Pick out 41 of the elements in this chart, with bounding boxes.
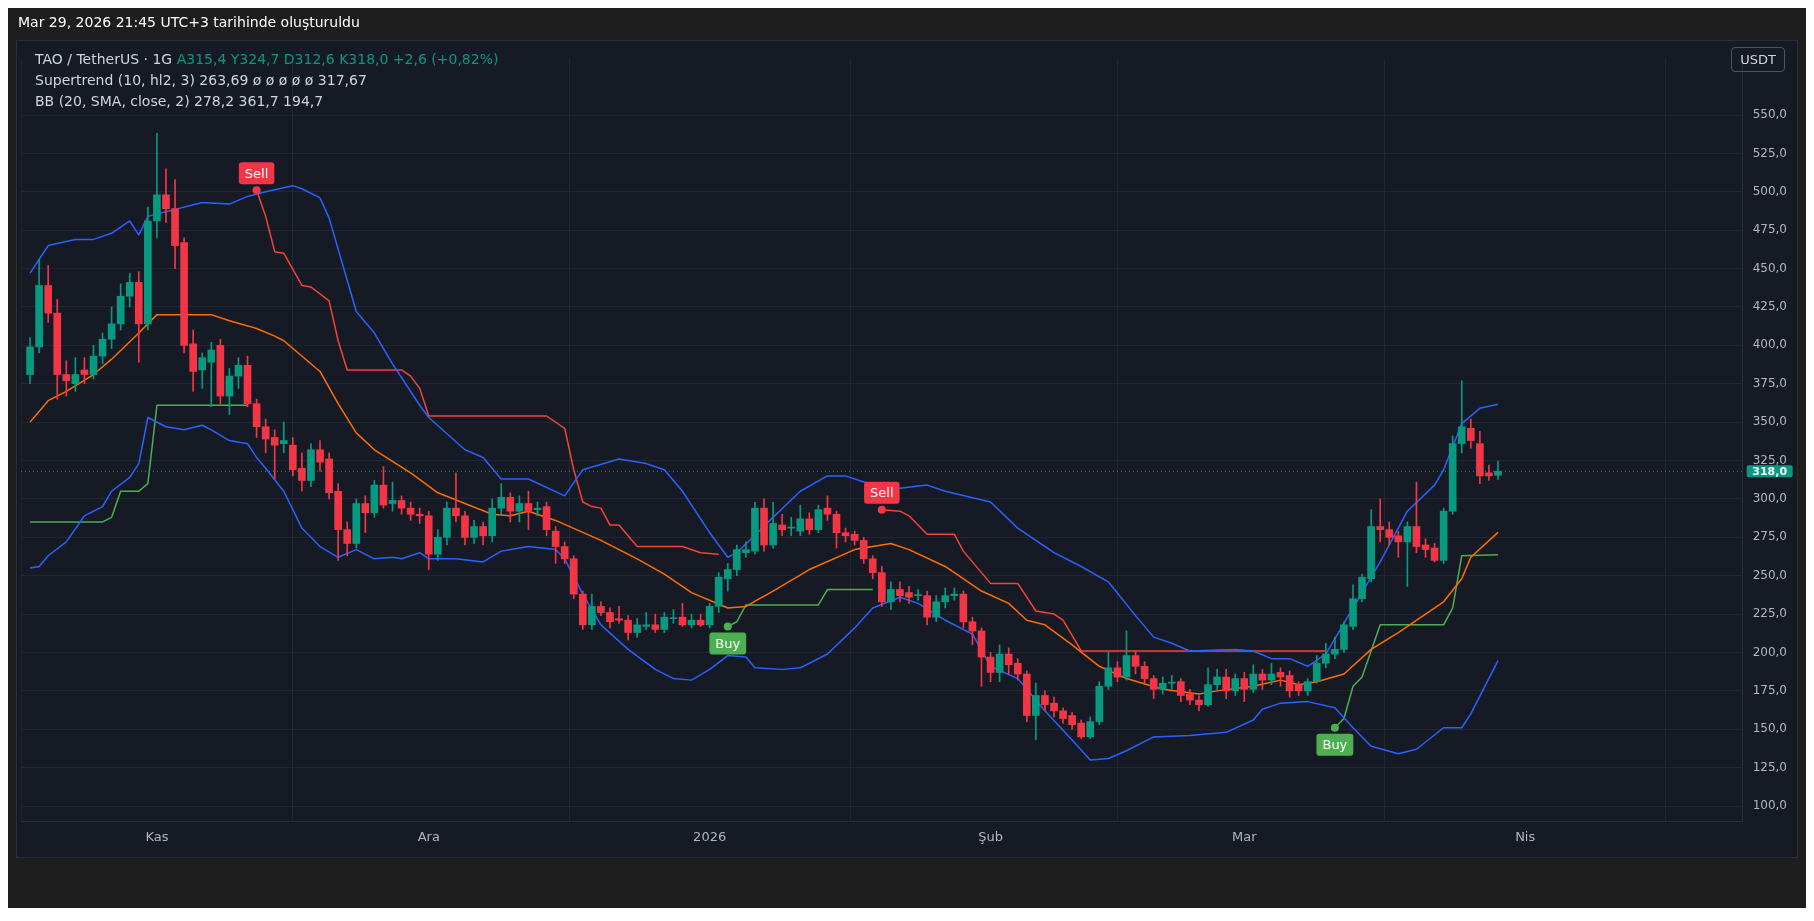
annotation: Sell [244,165,269,181]
annotation: Buy [1322,737,1348,753]
y-tick-label: 200,0 [1752,644,1788,659]
y-tick-label: 275,0 [1752,529,1788,544]
point [252,186,261,195]
chart-title: TAO / TetherUS · 1G [35,51,173,67]
point [723,622,732,631]
text: Mar 29, 2026 21:45 UTC+3 tarihinde oluşturuldu [17,13,361,32]
x-tick-label: Şub [978,828,1003,844]
y-tick-label: 425,0 [1752,299,1788,314]
annotation: Supertrend (10, hl2, 3) 263,69 ø ø ø ø ø 317,67 [35,71,368,90]
candlestick [914,589,922,601]
annotation: USDT [1731,47,1785,72]
x-tick-label: Kas [145,828,169,844]
y-tick-label: 350,0 [1752,414,1788,429]
y-tick-label: 100,0 [1752,798,1788,813]
point [877,505,886,514]
y-tick-label: 325,0 [1752,452,1788,467]
y-tick-label: 125,0 [1752,759,1788,774]
y-tick-label: 250,0 [1752,567,1788,582]
annotation: A315,4 Y324,7 D312,6 K318,0 +2,6 (+0,82%) [176,51,499,67]
x-tick-label: Ara [417,828,440,844]
ref-line-label: 318,0 [1752,465,1788,479]
y-tick-label: 500,0 [1752,183,1788,198]
y-tick-label: 525,0 [1752,145,1788,160]
x-tick-label: Mar [1232,828,1258,844]
y-tick-label: 175,0 [1752,683,1788,697]
y-tick-label: 550,0 [1752,107,1788,122]
x-tick-label: 2026 [693,828,727,844]
annotation: Sell [870,485,894,501]
y-tick-label: 375,0 [1752,375,1788,390]
annotation: Buy [715,635,741,651]
y-tick-label: 475,0 [1752,222,1788,237]
y-tick-label: 150,0 [1752,721,1788,736]
y-tick-label: 450,0 [1752,260,1788,275]
y-tick-label: 400,0 [1752,337,1788,352]
y-tick-label: 225,0 [1752,606,1788,621]
annotation: BB (20, SMA, close, 2) 278,2 361,7 194,7 [35,92,325,111]
point [1330,723,1339,732]
y-tick-label: 300,0 [1752,491,1788,506]
x-tick-label: Nis [1515,828,1536,844]
